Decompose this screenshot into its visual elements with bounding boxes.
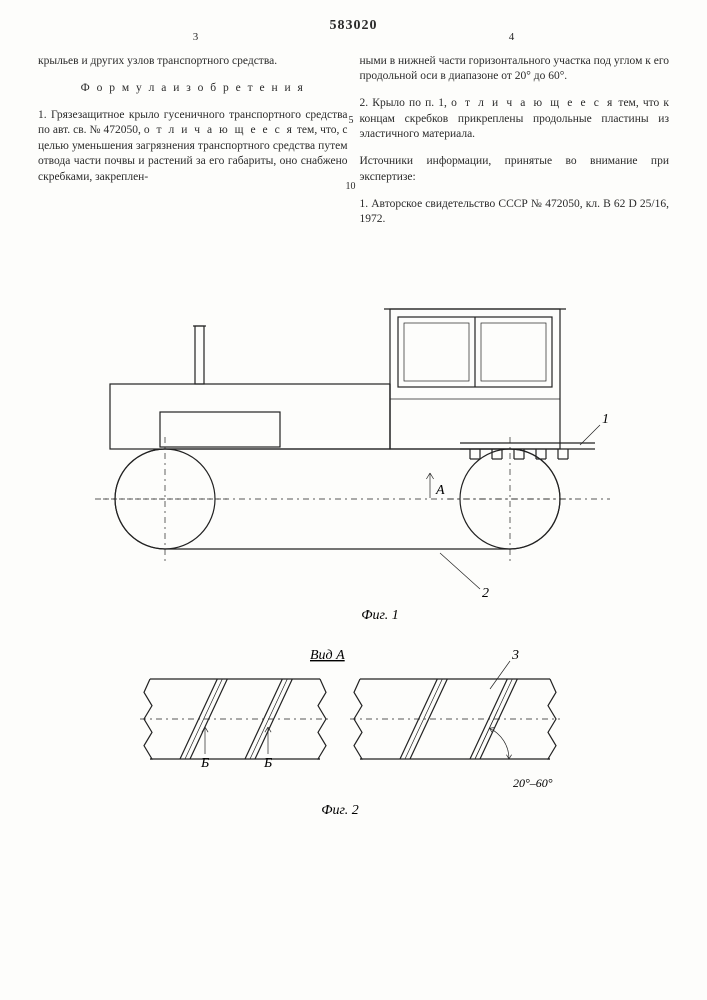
left-p2b: о т л и ч а ю щ е е с я [144,124,294,136]
figure-2: Вид А Б Б 3 20°–60° Фиг. 2 [140,648,560,818]
text-columns: 3 крыльев и других узлов транспортного с… [0,34,707,239]
left-claim1: 1. Грязезащитное крыло гусеничного транс… [38,108,348,186]
figure-1: 1 2 А Фиг. 1 [95,309,610,623]
right-p4: 1. Авторское свидетельство СССР № 472050… [360,197,670,228]
svg-text:3: 3 [511,648,519,663]
svg-text:Фиг. 2: Фиг. 2 [321,803,359,818]
right-p2a: 2. Крыло по п. 1, [360,97,452,109]
left-p1: крыльев и других узлов транспортного сре… [38,54,348,70]
svg-text:Б: Б [200,756,209,771]
svg-text:1: 1 [602,412,609,427]
svg-text:20°–60°: 20°–60° [513,776,553,790]
left-col-number: 3 [193,30,199,45]
svg-text:2: 2 [482,586,489,601]
svg-text:Фиг. 1: Фиг. 1 [361,608,399,623]
right-p3: Источники информации, принятые во вниман… [360,154,670,185]
svg-text:Б: Б [263,756,272,771]
left-column: 3 крыльев и других узлов транспортного с… [38,42,348,239]
figures-svg: 1 2 А Фиг. 1 Вид А Б Б 3 20°–60° Фиг. 2 [0,239,707,879]
right-p1: ными в нижней части горизонтального учас… [360,54,670,85]
right-p2b: о т л и ч а ю щ е е с я [451,97,614,109]
figure-area: 1 2 А Фиг. 1 Вид А Б Б 3 20°–60° Фиг. 2 [0,239,707,879]
right-column: 4 ными в нижней части горизонтального уч… [360,42,670,239]
right-claim2: 2. Крыло по п. 1, о т л и ч а ю щ е е с … [360,96,670,143]
svg-text:Вид А: Вид А [310,648,345,663]
formula-heading: Ф о р м у л а и з о б р е т е н и я [38,81,348,97]
patent-number: 583020 [0,0,707,34]
svg-text:А: А [435,483,445,498]
line-marker-10: 10 [346,180,356,194]
right-col-number: 4 [509,30,515,45]
line-marker-5: 5 [349,114,354,128]
